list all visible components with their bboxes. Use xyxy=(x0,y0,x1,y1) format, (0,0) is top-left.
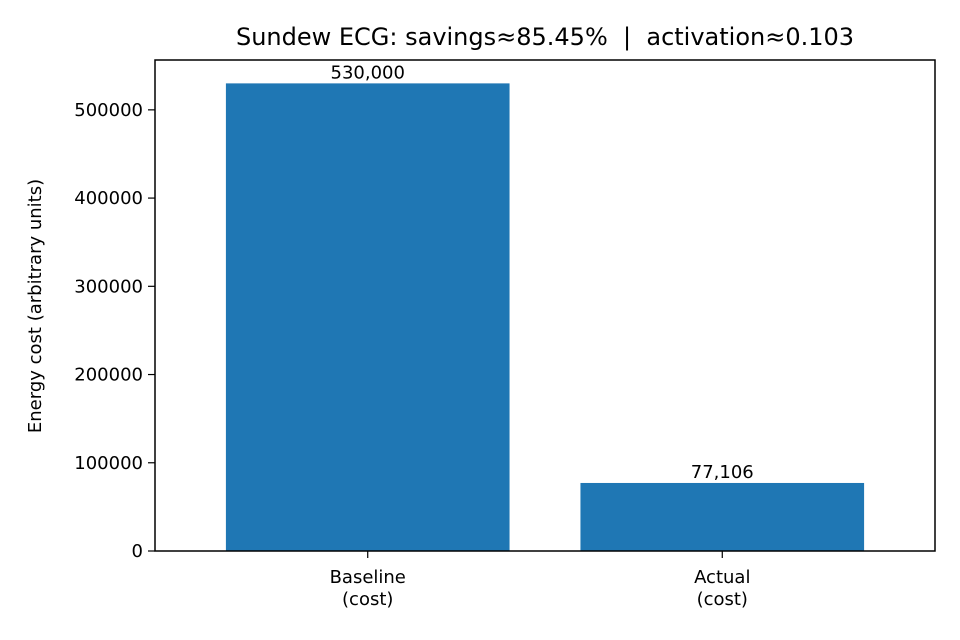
bars-group: 530,000 77,106 xyxy=(225,62,865,551)
y-tick-label: 400000 xyxy=(74,188,143,209)
x-tick-label: Baseline xyxy=(330,567,406,588)
y-tick-label: 200000 xyxy=(74,365,143,386)
bar-value-label: 77,106 xyxy=(691,462,754,483)
y-tick-label: 300000 xyxy=(74,276,143,297)
x-tick-label: Actual xyxy=(694,567,750,588)
y-tick-label: 500000 xyxy=(74,100,143,121)
bar xyxy=(580,482,865,551)
bar-value-label: 530,000 xyxy=(331,62,405,83)
plot-frame xyxy=(154,59,936,552)
y-tick-label: 100000 xyxy=(74,453,143,474)
y-axis-label: Energy cost (arbitrary units) xyxy=(25,179,46,433)
x-tick-label: (cost) xyxy=(342,589,393,610)
x-tick-label: (cost) xyxy=(697,589,748,610)
bar xyxy=(225,83,510,551)
chart-title: Sundew ECG: savings≈85.45% | activation≈… xyxy=(236,23,854,51)
y-axis: 0 100000 200000 300000 400000 500000 xyxy=(74,100,155,562)
y-tick-label: 0 xyxy=(132,541,143,562)
x-axis: Baseline(cost)Actual(cost) xyxy=(330,551,750,610)
